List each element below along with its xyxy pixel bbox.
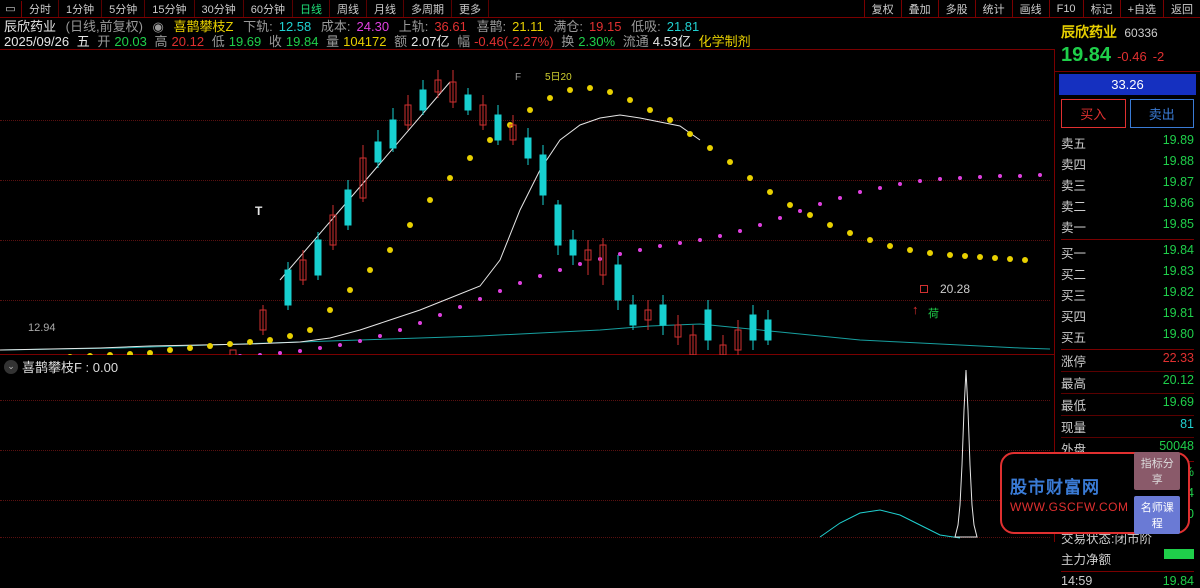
tool-fanhui[interactable]: 返回: [1163, 0, 1200, 17]
current-price-label: 19.84: [1061, 44, 1111, 67]
candlestick-chart[interactable]: 12.94: [0, 50, 1055, 355]
top-bid-banner: 33.26: [1059, 74, 1196, 95]
tool-duogu[interactable]: 多股: [938, 0, 975, 17]
period-tab-monthly[interactable]: 月线: [367, 0, 404, 17]
volume-spike: [0, 355, 1050, 542]
indicator-sub-panel[interactable]: ⌄ 喜鹊攀枝F : 0.00: [0, 355, 1055, 542]
period-tab-分时[interactable]: 分时: [22, 0, 59, 17]
bid-row-2: 买二 19.83: [1061, 263, 1194, 284]
bid-row-1: 买一 19.84: [1061, 239, 1194, 263]
fund-flow-bar-icon: [1164, 549, 1194, 559]
price-change-label: -0.46: [1117, 49, 1147, 64]
price-marker-square: [920, 285, 928, 293]
tool-biaoji[interactable]: 标记: [1083, 0, 1120, 17]
buy-button[interactable]: 买入: [1061, 99, 1126, 128]
buy-signal-arrow: ↑: [912, 302, 919, 317]
svg-text:5日20: 5日20: [545, 72, 572, 83]
period-desc-label: (日线,前复权): [66, 19, 143, 34]
period-tab-multi[interactable]: 多周期: [404, 0, 452, 17]
price-annotation-2028: 20.28: [940, 282, 970, 296]
tag-indicator-share[interactable]: 指标分享: [1134, 452, 1180, 490]
quote-stats-block: 涨停 22.33 最高 20.12 最低 19.69 现量 81 外盘 50048: [1061, 349, 1194, 459]
tool-zixuan[interactable]: +自选: [1120, 0, 1163, 17]
period-tab-more[interactable]: 更多: [452, 0, 489, 17]
ask-row-4: 卖四 19.88: [1061, 153, 1194, 174]
ask-row-1: 卖一 19.85: [1061, 216, 1194, 237]
indicator-chevron-icon[interactable]: ◉: [153, 19, 164, 34]
tool-fuquan[interactable]: 复权: [864, 0, 901, 17]
tag-master-course[interactable]: 名师课程: [1134, 496, 1180, 534]
stock-info-bar: 辰欣药业 (日线,前复权) ◉ 喜鹊攀枝Z 下轨: 12.58 成本: 24.30 …: [0, 18, 1200, 50]
ask-row-5: 卖五 19.89: [1061, 132, 1194, 153]
sell-button[interactable]: 卖出: [1130, 99, 1195, 128]
signal-character-label: 荷: [928, 305, 939, 321]
stock-name-label: 辰欣药业: [4, 19, 56, 34]
period-tab-weekly[interactable]: 周线: [330, 0, 367, 17]
period-tab-60min[interactable]: 60分钟: [244, 0, 293, 17]
price-change-pct-label: -2: [1153, 49, 1165, 64]
period-tab-daily[interactable]: 日线: [293, 0, 330, 17]
window-icon[interactable]: ▭: [0, 1, 22, 17]
quote-header: 辰欣药业 60336 19.84 -0.46 -2: [1055, 18, 1200, 72]
bid-row-5: 买五 19.80: [1061, 326, 1194, 347]
tool-tongji[interactable]: 统计: [975, 0, 1012, 17]
ask-row-3: 卖三 19.87: [1061, 174, 1194, 195]
period-tab-15min[interactable]: 15分钟: [145, 0, 194, 17]
tool-diejia[interactable]: 叠加: [901, 0, 938, 17]
tool-f10[interactable]: F10: [1049, 0, 1083, 17]
candle-svg: F 5日20 T: [0, 50, 1050, 355]
period-tab-30min[interactable]: 30分钟: [195, 0, 244, 17]
bid-row-4: 买四 19.81: [1061, 305, 1194, 326]
buy-sell-buttons: 买入 卖出: [1061, 99, 1194, 128]
svg-text:T: T: [255, 204, 263, 218]
time-price-row: 14:59 19.84: [1061, 571, 1194, 588]
period-tab-1min[interactable]: 1分钟: [59, 0, 102, 17]
tool-huaxian[interactable]: 画线: [1012, 0, 1049, 17]
indicator-name-label: 喜鹊攀枝Z: [174, 19, 234, 34]
period-tab-5min[interactable]: 5分钟: [102, 0, 145, 17]
order-book-asks[interactable]: 卖五 19.89 卖四 19.88 卖三 19.87 卖二 19.86 卖一 19.85: [1061, 132, 1194, 237]
bid-row-3: 买三 19.82: [1061, 284, 1194, 305]
svg-text:F: F: [515, 72, 521, 83]
ask-row-2: 卖二 19.86: [1061, 195, 1194, 216]
site-watermark: 股市财富网 WWW.GSCFW.COM 指标分享 名师课程: [1000, 452, 1190, 534]
period-toolbar: ▭ 分时 1分钟 5分钟 15分钟 30分钟 60分钟 日线 周线 月线 多周期…: [0, 0, 1200, 18]
order-book-bids[interactable]: 买一 19.84 买二 19.83 买三 19.82 买四 19.81 买五 19.80: [1061, 239, 1194, 347]
